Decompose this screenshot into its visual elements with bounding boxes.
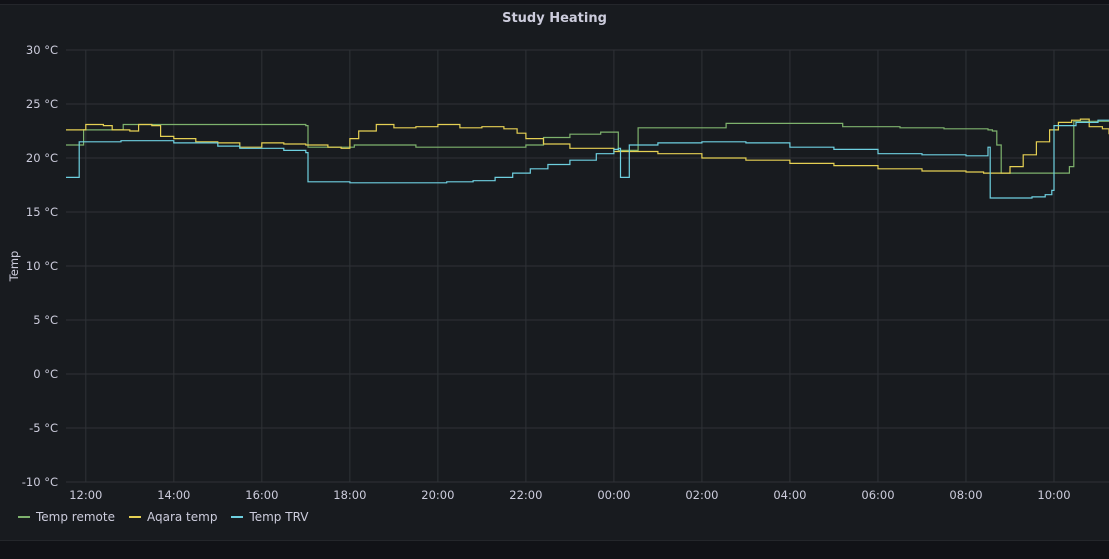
y-tick-label: -10 °C [22,475,58,489]
legend-label: Temp TRV [249,510,309,524]
series-line-temp-remote[interactable] [66,120,1109,174]
legend: Temp remote Aqara temp Temp TRV [18,510,308,524]
y-tick-label: 15 °C [26,205,58,219]
x-tick-label: 16:00 [245,488,278,502]
y-tick-label: 30 °C [26,43,58,57]
x-tick-label: 18:00 [333,488,366,502]
legend-item-aqara-temp[interactable]: Aqara temp [128,510,218,524]
x-tick-label: 20:00 [421,488,454,502]
legend-swatch [128,516,141,518]
x-tick-label: 06:00 [861,488,894,502]
x-tick-label: 22:00 [509,488,542,502]
legend-label: Temp remote [36,510,115,524]
chart-panel: Study Heating [0,4,1109,541]
legend-swatch [18,516,30,518]
y-tick-label: -5 °C [29,421,58,435]
legend-item-temp-remote[interactable]: Temp remote [18,510,115,524]
x-tick-label: 12:00 [69,488,102,502]
x-tick-label: 10:00 [1037,488,1070,502]
y-tick-label: 20 °C [26,151,58,165]
series-line-temp-trv[interactable] [66,119,1109,199]
y-tick-label: 25 °C [26,97,58,111]
panel-title[interactable]: Study Heating [502,11,607,26]
x-tick-label: 02:00 [685,488,718,502]
legend-swatch [231,516,244,518]
legend-label: Aqara temp [146,510,218,524]
x-tick-label: 00:00 [597,488,630,502]
x-tick-label: 04:00 [773,488,806,502]
y-axis-label: Temp [7,251,21,283]
y-tick-label: 5 °C [33,313,58,327]
series-line-aqara-temp[interactable] [66,118,1109,174]
x-tick-label: 14:00 [157,488,190,502]
y-tick-label: 10 °C [26,259,58,273]
legend-item-temp-trv[interactable]: Temp TRV [231,510,308,524]
x-tick-label: 08:00 [949,488,982,502]
y-tick-label: 0 °C [33,367,58,381]
